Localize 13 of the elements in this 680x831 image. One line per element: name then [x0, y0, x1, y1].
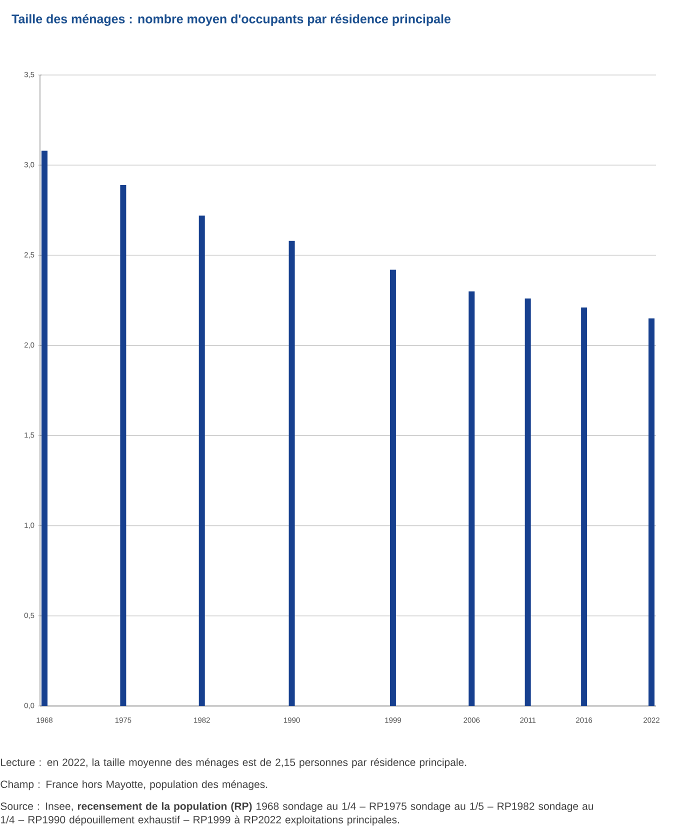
- bar: [120, 184, 126, 706]
- chart-title: Taille des ménages : nombre moyen d'occupants par résidence principale: [12, 14, 451, 26]
- text: Champ : France hors Mayotte, population des ménages.: [0, 780, 268, 790]
- text: Lecture : en 2022, la taille moyenne des ménages est de 2,15 personnes par résidence principale.: [1, 758, 466, 768]
- bar: [198, 216, 205, 706]
- bar: [468, 291, 475, 706]
- bar: [41, 150, 48, 706]
- bar: [288, 240, 295, 706]
- bar: [390, 270, 396, 706]
- bar: [524, 298, 531, 706]
- source-note: Source : Insee, recensement de la population (RP) 1968 sondage au 1/4 – RP1975 sondage au 1/5 – RP1982 sondage au 1/4 – RP1990 dépouillement exhaustif – RP1999 à RP2022 exploitations principales.: [0, 802, 594, 826]
- bar: [581, 308, 588, 706]
- bar: [648, 318, 655, 706]
